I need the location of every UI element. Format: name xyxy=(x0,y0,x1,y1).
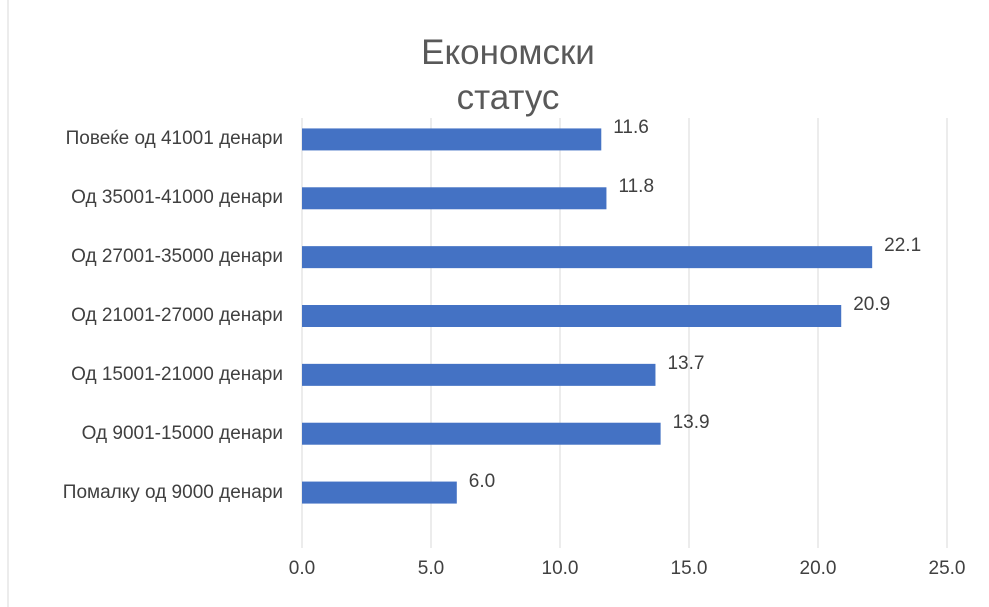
y-tick-label: Од 9001-15000 денари xyxy=(81,422,283,444)
value-label: 11.8 xyxy=(618,176,655,198)
bar xyxy=(302,422,661,445)
bar xyxy=(302,128,602,151)
x-tick-label: 5.0 xyxy=(417,558,445,579)
value-label: 13.7 xyxy=(667,352,705,374)
y-tick-label: Помалку од 9000 денари xyxy=(62,481,283,503)
x-tick-label: 10.0 xyxy=(541,558,579,579)
bar xyxy=(302,363,656,386)
bar xyxy=(302,481,457,504)
chart-title: Економски статус xyxy=(421,33,595,117)
x-tick-label: 25.0 xyxy=(928,558,966,579)
value-label: 20.9 xyxy=(853,294,891,315)
bar xyxy=(302,187,607,210)
x-tick-label: 0.0 xyxy=(288,558,316,579)
x-tick-label: 15.0 xyxy=(670,558,708,579)
y-tick-label: Од 15001-21000 денари xyxy=(71,363,283,385)
x-tick-label: 20.0 xyxy=(799,558,837,579)
value-label: 11.6 xyxy=(613,117,649,139)
y-tick-label: Од 27001-35000 денари xyxy=(71,246,283,268)
value-label: 13.9 xyxy=(672,411,710,433)
y-tick-label: Повеќе од 41001 денари xyxy=(65,128,283,150)
value-label: 22.1 xyxy=(884,235,922,257)
value-label: 6.0 xyxy=(468,470,496,492)
y-tick-label: Од 35001-41000 денари xyxy=(71,187,283,209)
bar xyxy=(302,246,873,269)
bar xyxy=(302,305,842,327)
y-tick-label: Од 21001-27000 денари xyxy=(71,305,283,326)
